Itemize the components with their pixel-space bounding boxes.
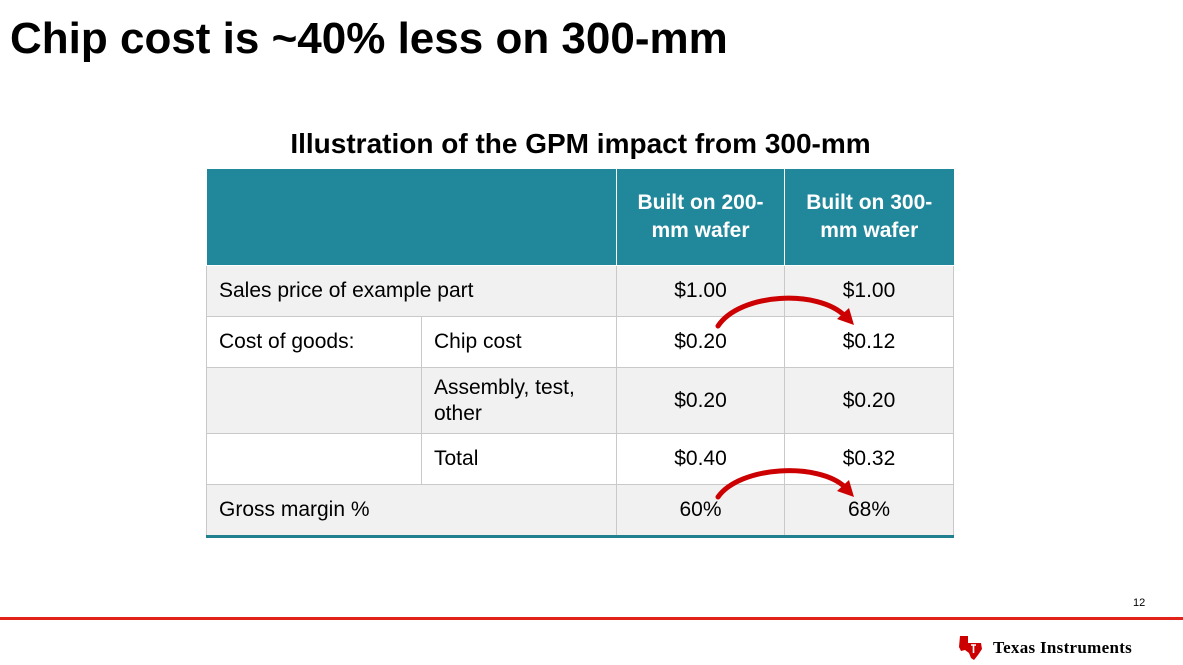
total-300: $0.32: [784, 433, 954, 485]
total-blank-cell: [206, 433, 422, 485]
header-300mm: Built on 300-mm wafer: [784, 169, 954, 266]
table-header-row: Built on 200-mm wafer Built on 300-mm wa…: [206, 169, 954, 266]
gross-margin-label: Gross margin %: [206, 484, 617, 537]
footer-divider: [0, 617, 1183, 620]
total-label: Total: [421, 433, 617, 485]
texas-state-logo-icon: [959, 636, 982, 660]
assembly-blank-cell: [206, 367, 422, 434]
ti-logo: Texas Instruments: [957, 634, 1132, 662]
table-row: Cost of goods: Chip cost $0.20 $0.12: [206, 316, 954, 368]
table-title: Illustration of the GPM impact from 300-…: [290, 128, 871, 159]
logo-text: Texas Instruments: [993, 638, 1133, 657]
sales-price-label: Sales price of example part: [206, 265, 617, 317]
cost-of-goods-label: Cost of goods:: [206, 316, 422, 368]
assembly-300: $0.20: [784, 367, 954, 434]
slide-title: Chip cost is ~40% less on 300-mm: [10, 14, 728, 63]
chip-cost-300: $0.12: [784, 316, 954, 368]
sales-price-300: $1.00: [784, 265, 954, 317]
total-200: $0.40: [616, 433, 785, 485]
chip-cost-label: Chip cost: [421, 316, 617, 368]
chip-cost-200: $0.20: [616, 316, 785, 368]
assembly-label: Assembly, test, other: [421, 367, 617, 434]
gpm-impact-table: Built on 200-mm wafer Built on 300-mm wa…: [206, 169, 954, 538]
gross-margin-300: 68%: [784, 484, 954, 537]
header-200mm: Built on 200-mm wafer: [616, 169, 785, 266]
gross-margin-200: 60%: [616, 484, 785, 537]
sales-price-200: $1.00: [616, 265, 785, 317]
table-row: Total $0.40 $0.32: [206, 433, 954, 485]
page-number: 12: [1133, 597, 1146, 609]
table-row: Gross margin % 60% 68%: [206, 484, 954, 537]
table-row: Assembly, test, other $0.20 $0.20: [206, 367, 954, 434]
header-blank-cell: [206, 169, 617, 266]
assembly-200: $0.20: [616, 367, 785, 434]
table-row: Sales price of example part $1.00 $1.00: [206, 265, 954, 317]
